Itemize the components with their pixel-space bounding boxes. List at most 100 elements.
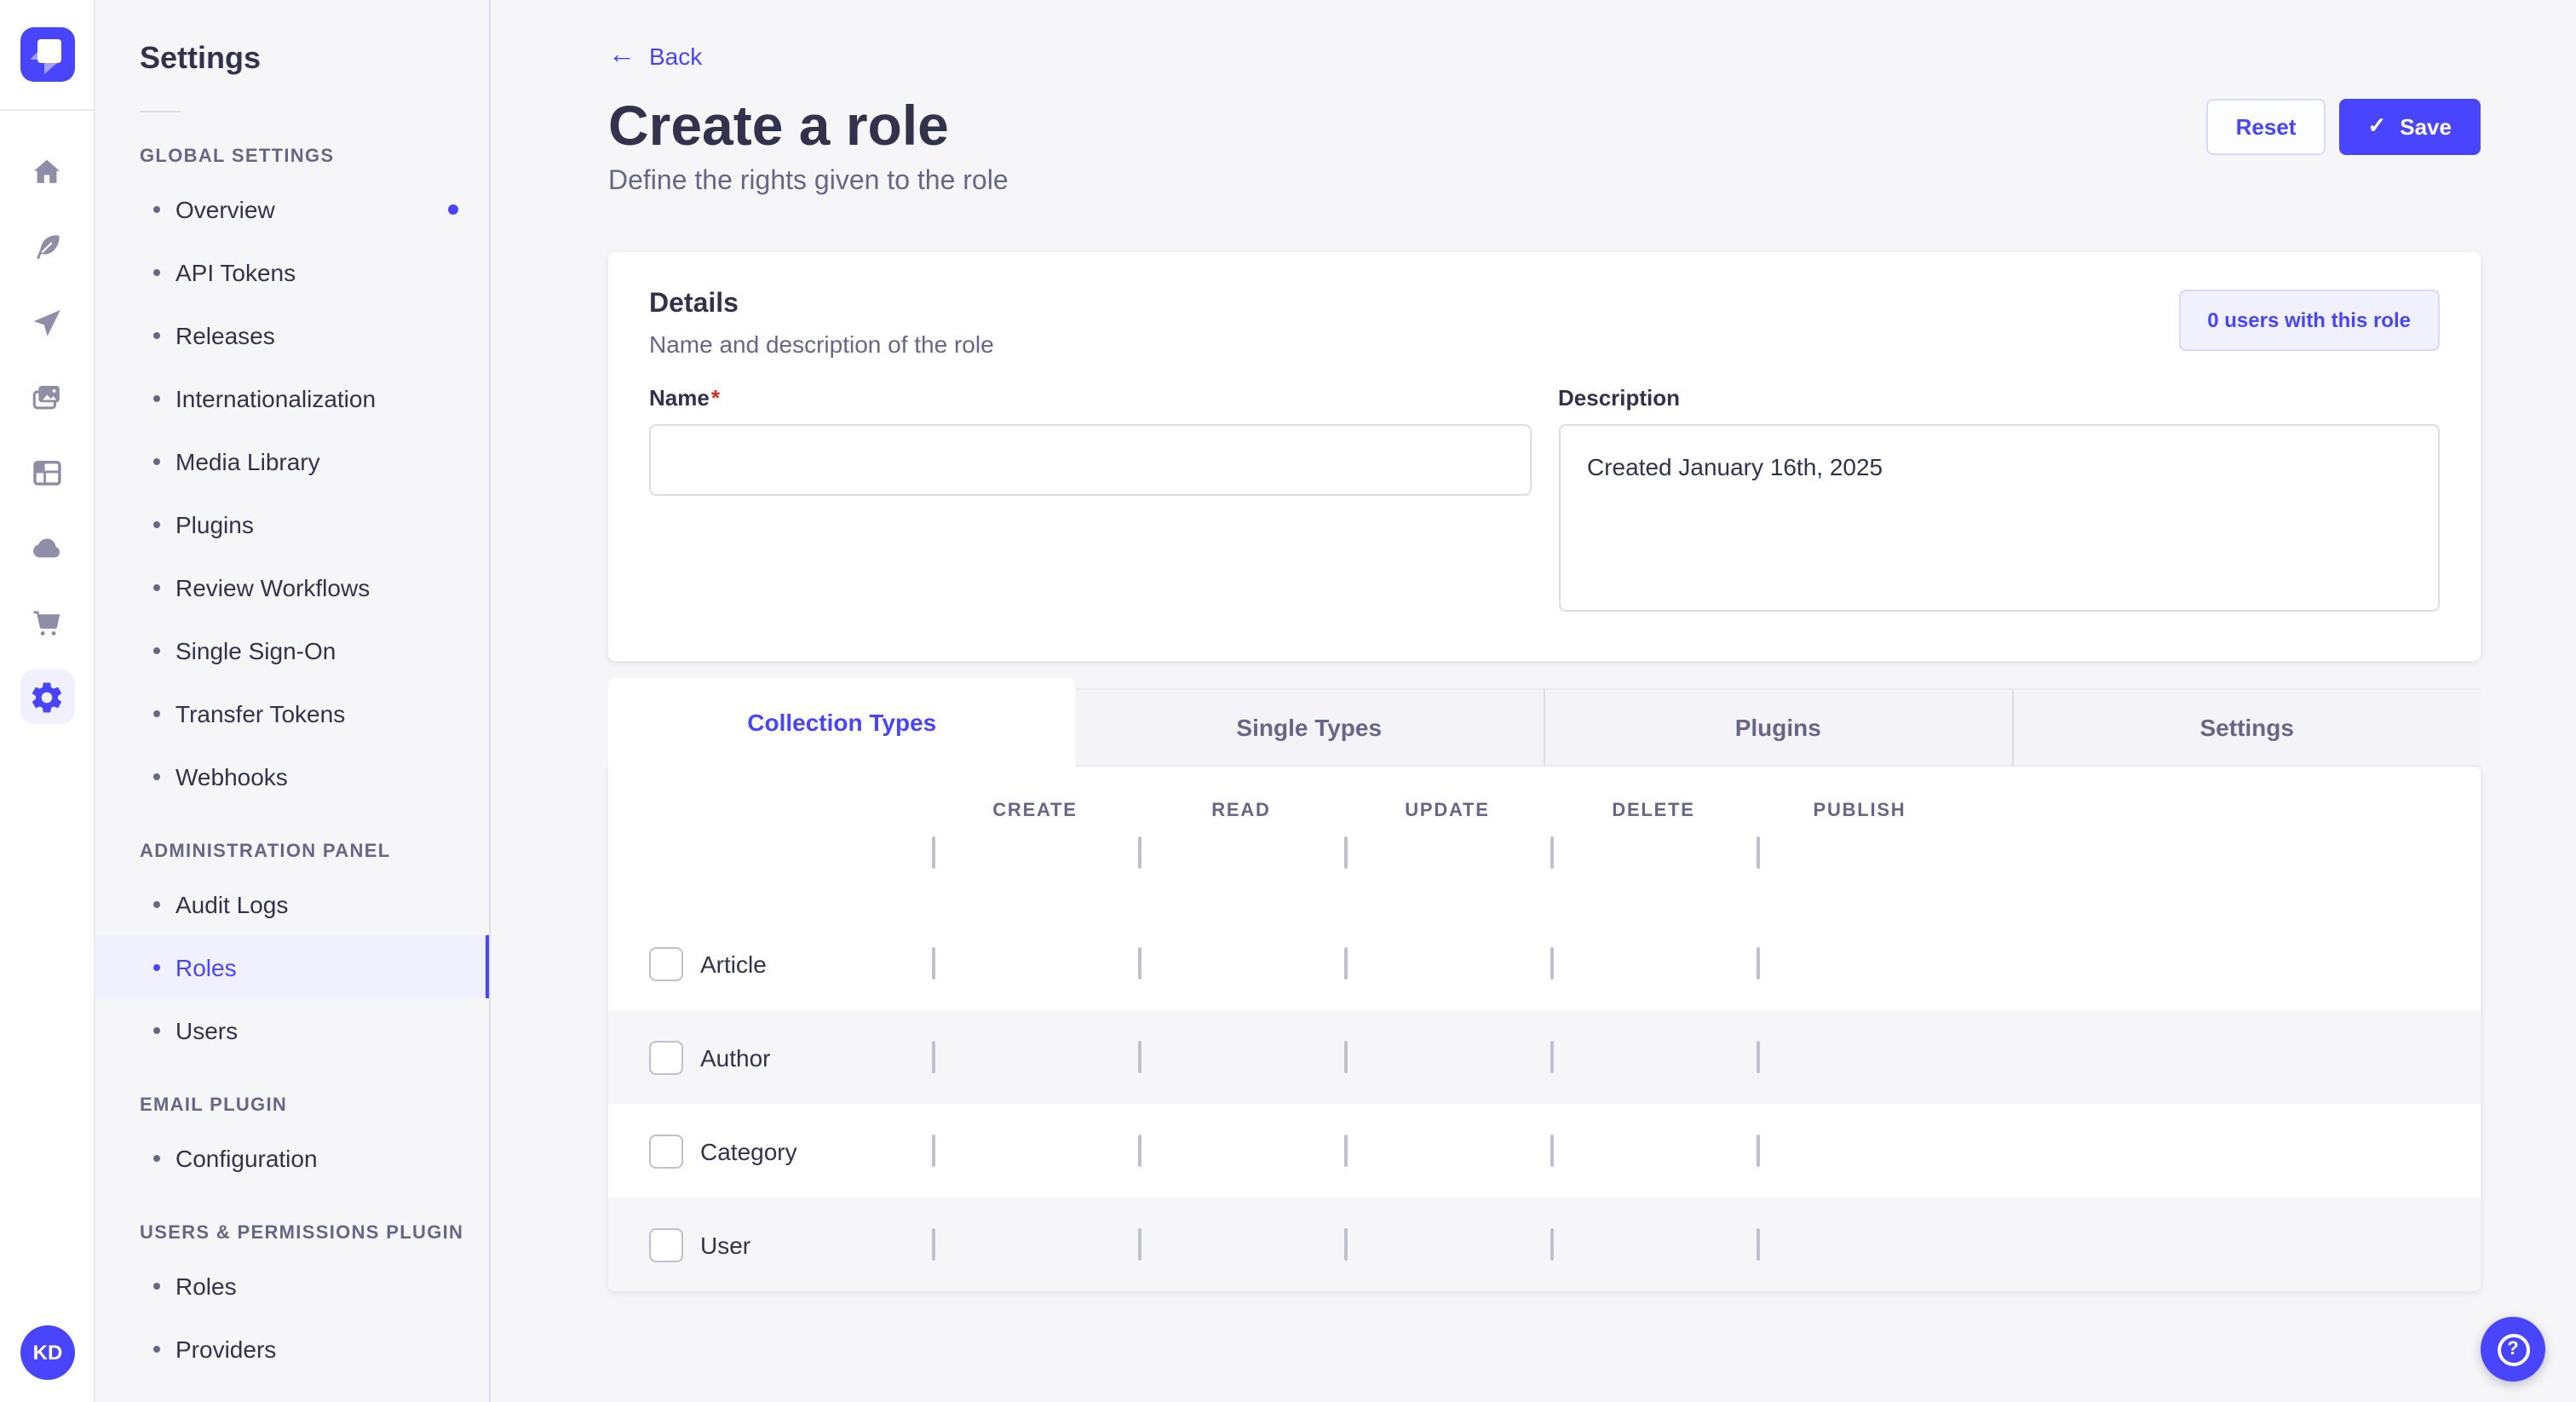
back-link[interactable]: ← Back xyxy=(608,41,703,70)
bullet-icon xyxy=(153,268,160,275)
user-delete-checkbox[interactable] xyxy=(1550,1227,1554,1260)
author-read-checkbox[interactable] xyxy=(1138,1040,1141,1072)
sidebar-item-transfer-tokens[interactable]: Transfer Tokens xyxy=(95,681,489,744)
name-label: Name * xyxy=(649,385,720,411)
user-update-checkbox[interactable] xyxy=(1344,1227,1348,1260)
user-create-checkbox[interactable] xyxy=(932,1227,935,1260)
row-select-checkbox[interactable] xyxy=(649,1040,683,1074)
media-library-icon[interactable] xyxy=(20,370,74,424)
feather-icon[interactable] xyxy=(20,220,74,274)
article-read-checkbox[interactable] xyxy=(1138,946,1141,979)
user-read-checkbox[interactable] xyxy=(1138,1227,1141,1260)
row-label: Author xyxy=(700,1043,771,1071)
settings-sidebar: Settings GLOBAL SETTINGS Overview API To… xyxy=(95,0,491,1402)
help-button[interactable]: ? xyxy=(2481,1317,2545,1382)
article-delete-checkbox[interactable] xyxy=(1550,946,1554,979)
select-all-create-checkbox[interactable] xyxy=(932,836,935,869)
sidebar-item-internationalization[interactable]: Internationalization xyxy=(95,366,489,429)
sidebar-item-up-roles[interactable]: Roles xyxy=(95,1254,489,1317)
header-actions: Reset ✓ Save xyxy=(2206,98,2481,154)
description-textarea[interactable]: Created January 16th, 2025 xyxy=(1558,424,2440,612)
paper-plane-icon[interactable] xyxy=(20,295,74,349)
shopping-cart-icon[interactable] xyxy=(20,595,74,649)
row-select-checkbox[interactable] xyxy=(649,1134,683,1168)
bullet-icon xyxy=(153,900,160,907)
author-delete-checkbox[interactable] xyxy=(1550,1040,1554,1072)
cloud-icon[interactable] xyxy=(20,520,74,574)
sidebar-item-releases[interactable]: Releases xyxy=(95,303,489,366)
description-label: Description xyxy=(1558,385,1681,411)
row-label: Article xyxy=(700,950,767,977)
column-header-publish: PUBLISH xyxy=(1813,801,1906,821)
rail-divider xyxy=(0,109,95,111)
reset-button[interactable]: Reset xyxy=(2206,98,2326,154)
sidebar-item-users[interactable]: Users xyxy=(95,998,489,1061)
sidebar-item-plugins[interactable]: Plugins xyxy=(95,492,489,555)
sidebar-item-media-library[interactable]: Media Library xyxy=(95,429,489,492)
back-label: Back xyxy=(649,43,703,70)
sidebar-item-audit-logs[interactable]: Audit Logs xyxy=(95,872,489,935)
sidebar-section-global: GLOBAL SETTINGS Overview API Tokens Rele… xyxy=(95,147,489,807)
sidebar-item-api-tokens[interactable]: API Tokens xyxy=(95,240,489,303)
permissions-section: Collection Types Single Types Plugins Se… xyxy=(608,678,2481,1291)
users-with-role-button[interactable]: 0 users with this role xyxy=(2178,290,2440,351)
details-subtitle: Name and description of the role xyxy=(649,330,994,358)
select-all-publish-checkbox[interactable] xyxy=(1757,836,1760,869)
author-update-checkbox[interactable] xyxy=(1344,1040,1348,1072)
sidebar-item-review-workflows[interactable]: Review Workflows xyxy=(95,555,489,618)
category-create-checkbox[interactable] xyxy=(932,1134,935,1166)
article-publish-checkbox[interactable] xyxy=(1757,946,1760,979)
section-label: USERS & PERMISSIONS PLUGIN xyxy=(140,1223,464,1244)
sidebar-item-overview[interactable]: Overview xyxy=(95,177,489,240)
name-input[interactable] xyxy=(649,424,1531,496)
arrow-left-icon: ← xyxy=(608,41,635,70)
column-header-create: CREATE xyxy=(992,801,1078,821)
category-delete-checkbox[interactable] xyxy=(1550,1134,1554,1166)
tab-settings[interactable]: Settings xyxy=(2011,688,2481,767)
tab-plugins[interactable]: Plugins xyxy=(1543,688,2012,767)
category-publish-checkbox[interactable] xyxy=(1757,1134,1760,1166)
main-content: ← Back Create a role Reset ✓ Save Define… xyxy=(491,0,2576,1402)
category-update-checkbox[interactable] xyxy=(1344,1134,1348,1166)
sidebar-item-up-providers[interactable]: Providers xyxy=(95,1317,489,1380)
bullet-icon xyxy=(153,457,160,464)
section-label: ADMINISTRATION PANEL xyxy=(140,842,391,862)
bullet-icon xyxy=(153,1282,160,1289)
sidebar-item-webhooks[interactable]: Webhooks xyxy=(95,744,489,807)
section-label: GLOBAL SETTINGS xyxy=(140,147,335,167)
article-create-checkbox[interactable] xyxy=(932,946,935,979)
bullet-icon xyxy=(153,205,160,212)
strapi-logo[interactable] xyxy=(20,27,74,82)
row-select-checkbox[interactable] xyxy=(649,946,683,980)
layout-icon[interactable] xyxy=(20,445,74,499)
sidebar-section-admin-panel: ADMINISTRATION PANEL Audit Logs Roles Us… xyxy=(95,842,489,1061)
tab-single-types[interactable]: Single Types xyxy=(1075,688,1543,767)
sidebar-item-single-sign-on[interactable]: Single Sign-On xyxy=(95,618,489,681)
check-icon: ✓ xyxy=(2367,112,2387,138)
user-publish-checkbox[interactable] xyxy=(1757,1227,1760,1260)
avatar[interactable]: KD xyxy=(20,1325,75,1380)
tab-collection-types[interactable]: Collection Types xyxy=(608,678,1076,767)
bullet-icon xyxy=(153,583,160,590)
sidebar-section-email-plugin: EMAIL PLUGIN Configuration xyxy=(95,1095,489,1189)
select-all-read-checkbox[interactable] xyxy=(1138,836,1141,869)
select-all-update-checkbox[interactable] xyxy=(1344,836,1348,869)
sidebar-item-roles[interactable]: Roles xyxy=(95,935,489,998)
required-marker: * xyxy=(710,385,720,411)
row-select-checkbox[interactable] xyxy=(649,1227,683,1261)
category-read-checkbox[interactable] xyxy=(1138,1134,1141,1166)
author-publish-checkbox[interactable] xyxy=(1757,1040,1760,1072)
bullet-icon xyxy=(153,773,160,779)
details-card: Details Name and description of the role… xyxy=(608,252,2481,661)
author-create-checkbox[interactable] xyxy=(932,1040,935,1072)
article-update-checkbox[interactable] xyxy=(1344,946,1348,979)
details-heading: Details Name and description of the role xyxy=(649,290,994,358)
settings-gear-icon[interactable] xyxy=(20,669,74,724)
home-icon[interactable] xyxy=(20,145,74,199)
save-button[interactable]: ✓ Save xyxy=(2338,98,2481,154)
bullet-icon xyxy=(153,710,160,716)
select-all-delete-checkbox[interactable] xyxy=(1550,836,1554,869)
sidebar-item-configuration[interactable]: Configuration xyxy=(95,1126,489,1189)
nav-rail: KD xyxy=(0,0,95,1402)
bullet-icon xyxy=(153,331,160,338)
